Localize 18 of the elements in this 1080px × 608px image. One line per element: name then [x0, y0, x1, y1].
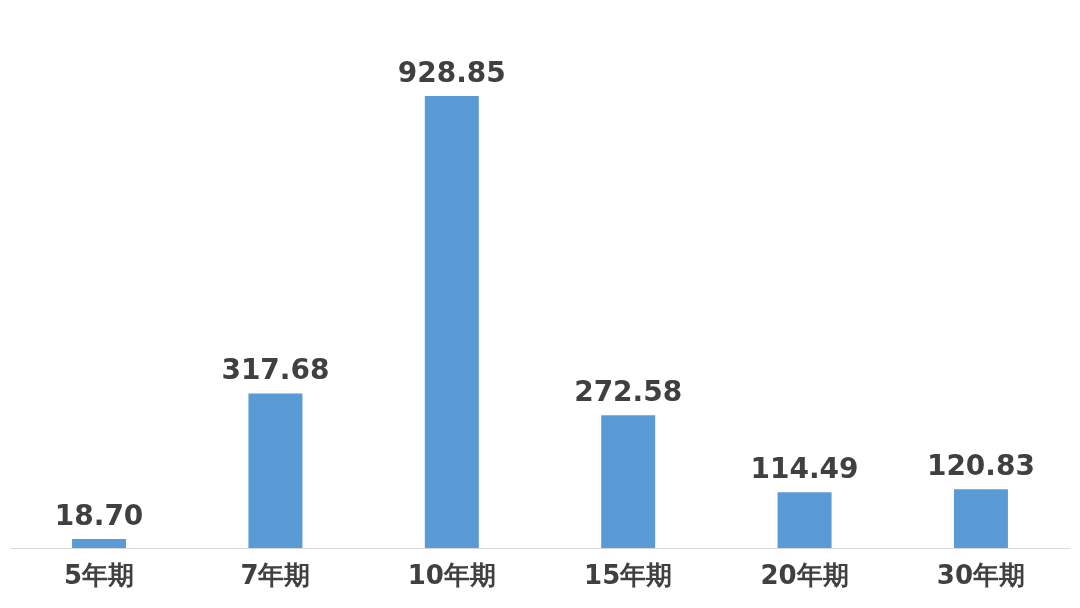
data-label: 928.85: [397, 56, 506, 89]
x-tick-label: 5年期: [64, 559, 135, 590]
data-label: 272.58: [574, 375, 683, 409]
x-tick-label: 10年期: [407, 559, 496, 590]
bar: [72, 538, 127, 548]
x-tick-label: 20年期: [760, 559, 849, 590]
bar: [601, 415, 656, 548]
data-label: 120.83: [926, 449, 1035, 483]
bar: [777, 492, 832, 548]
x-tick-label: 7年期: [240, 559, 311, 590]
bar: [953, 489, 1008, 548]
x-tick-label: 30年期: [936, 559, 1026, 590]
data-label: 18.70: [54, 498, 144, 532]
bar: [424, 96, 479, 548]
x-tick-label: 15年期: [584, 559, 673, 590]
data-label: 114.49: [750, 452, 859, 486]
data-label: 317.68: [221, 353, 330, 387]
bar: [248, 393, 303, 548]
